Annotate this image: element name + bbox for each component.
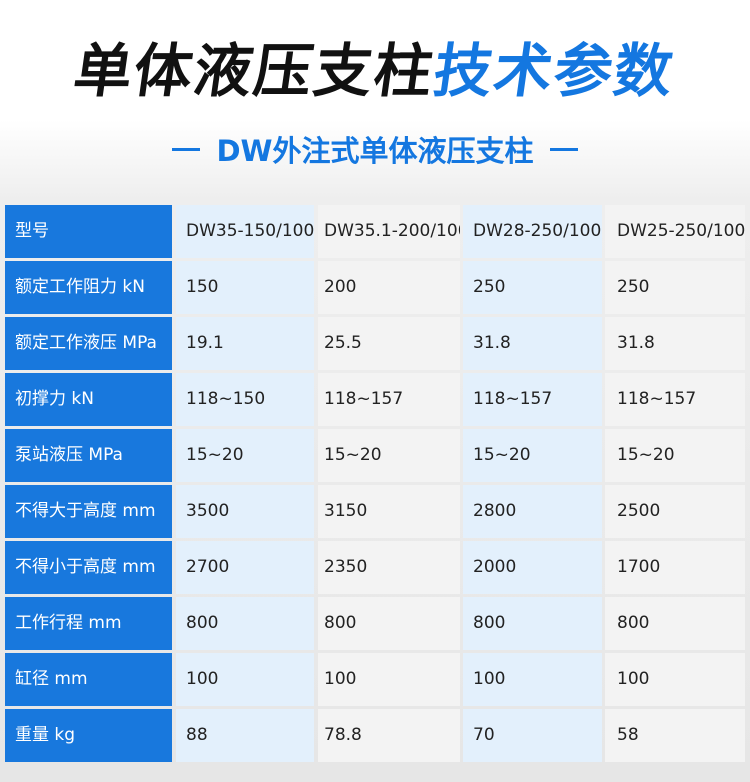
cell: 88 — [176, 709, 314, 762]
table-row: 工作行程 mm 800 800 800 800 — [5, 597, 745, 650]
row-label: 缸径 mm — [5, 653, 172, 706]
cell: 800 — [605, 597, 745, 650]
table-row: 初撑力 kN 118~150 118~157 118~157 118~157 — [5, 373, 745, 426]
cell: 31.8 — [605, 317, 745, 370]
cell: 70 — [463, 709, 602, 762]
cell: 800 — [463, 597, 602, 650]
cell: 78.8 — [318, 709, 460, 762]
table-row: 额定工作阻力 kN 150 200 250 250 — [5, 261, 745, 314]
cell: 118~150 — [176, 373, 314, 426]
cell: 15~20 — [605, 429, 745, 482]
cell: 3150 — [318, 485, 460, 538]
cell: DW25-250/100 — [605, 205, 745, 258]
row-label: 额定工作液压 MPa — [5, 317, 172, 370]
row-label: 工作行程 mm — [5, 597, 172, 650]
dash — [549, 147, 578, 151]
cell: 250 — [463, 261, 602, 314]
cell: 2700 — [176, 541, 314, 594]
cell: 58 — [605, 709, 745, 762]
cell: 250 — [605, 261, 745, 314]
cell: 118~157 — [463, 373, 602, 426]
cell: 100 — [605, 653, 745, 706]
cell: 100 — [463, 653, 602, 706]
table-row: 泵站液压 MPa 15~20 15~20 15~20 15~20 — [5, 429, 745, 482]
row-label: 不得大于高度 mm — [5, 485, 172, 538]
cell: 25.5 — [318, 317, 460, 370]
cell: DW35-150/100 — [176, 205, 314, 258]
row-label: 重量 kg — [5, 709, 172, 762]
cell: 1700 — [605, 541, 745, 594]
cell: DW35.1-200/100 — [318, 205, 460, 258]
title: 单体液压支柱技术参数 — [0, 24, 750, 108]
cell: 31.8 — [463, 317, 602, 370]
cell: 800 — [176, 597, 314, 650]
cell: DW28-250/100 — [463, 205, 602, 258]
cell: 2350 — [318, 541, 460, 594]
cell: 2500 — [605, 485, 745, 538]
cell: 15~20 — [176, 429, 314, 482]
cell: 118~157 — [318, 373, 460, 426]
table-row: 缸径 mm 100 100 100 100 — [5, 653, 745, 706]
row-label: 初撑力 kN — [5, 373, 172, 426]
table-row: 不得小于高度 mm 2700 2350 2000 1700 — [5, 541, 745, 594]
cell: 150 — [176, 261, 314, 314]
cell: 100 — [176, 653, 314, 706]
cell: 15~20 — [463, 429, 602, 482]
row-label: 泵站液压 MPa — [5, 429, 172, 482]
table-row: 型号 DW35-150/100 DW35.1-200/100 DW28-250/100… — [5, 205, 745, 258]
cell: 3500 — [176, 485, 314, 538]
cell: 118~157 — [605, 373, 745, 426]
table-row: 额定工作液压 MPa 19.1 25.5 31.8 31.8 — [5, 317, 745, 370]
cell: 19.1 — [176, 317, 314, 370]
table-row: 不得大于高度 mm 3500 3150 2800 2500 — [5, 485, 745, 538]
cell: 2800 — [463, 485, 602, 538]
subtitle-bar: DW外注式单体液压支柱 — [0, 128, 750, 170]
cell: 2000 — [463, 541, 602, 594]
cell: 800 — [318, 597, 460, 650]
table-row: 重量 kg 88 78.8 70 58 — [5, 709, 745, 762]
subtitle: DW外注式单体液压支柱 — [216, 134, 534, 168]
cell: 15~20 — [318, 429, 460, 482]
row-label: 额定工作阻力 kN — [5, 261, 172, 314]
dash — [172, 147, 201, 151]
row-label: 型号 — [5, 205, 172, 258]
row-label: 不得小于高度 mm — [5, 541, 172, 594]
cell: 200 — [318, 261, 460, 314]
cell: 100 — [318, 653, 460, 706]
title-blue: 技术参数 — [429, 37, 680, 105]
title-black: 单体液压支柱 — [69, 37, 440, 105]
